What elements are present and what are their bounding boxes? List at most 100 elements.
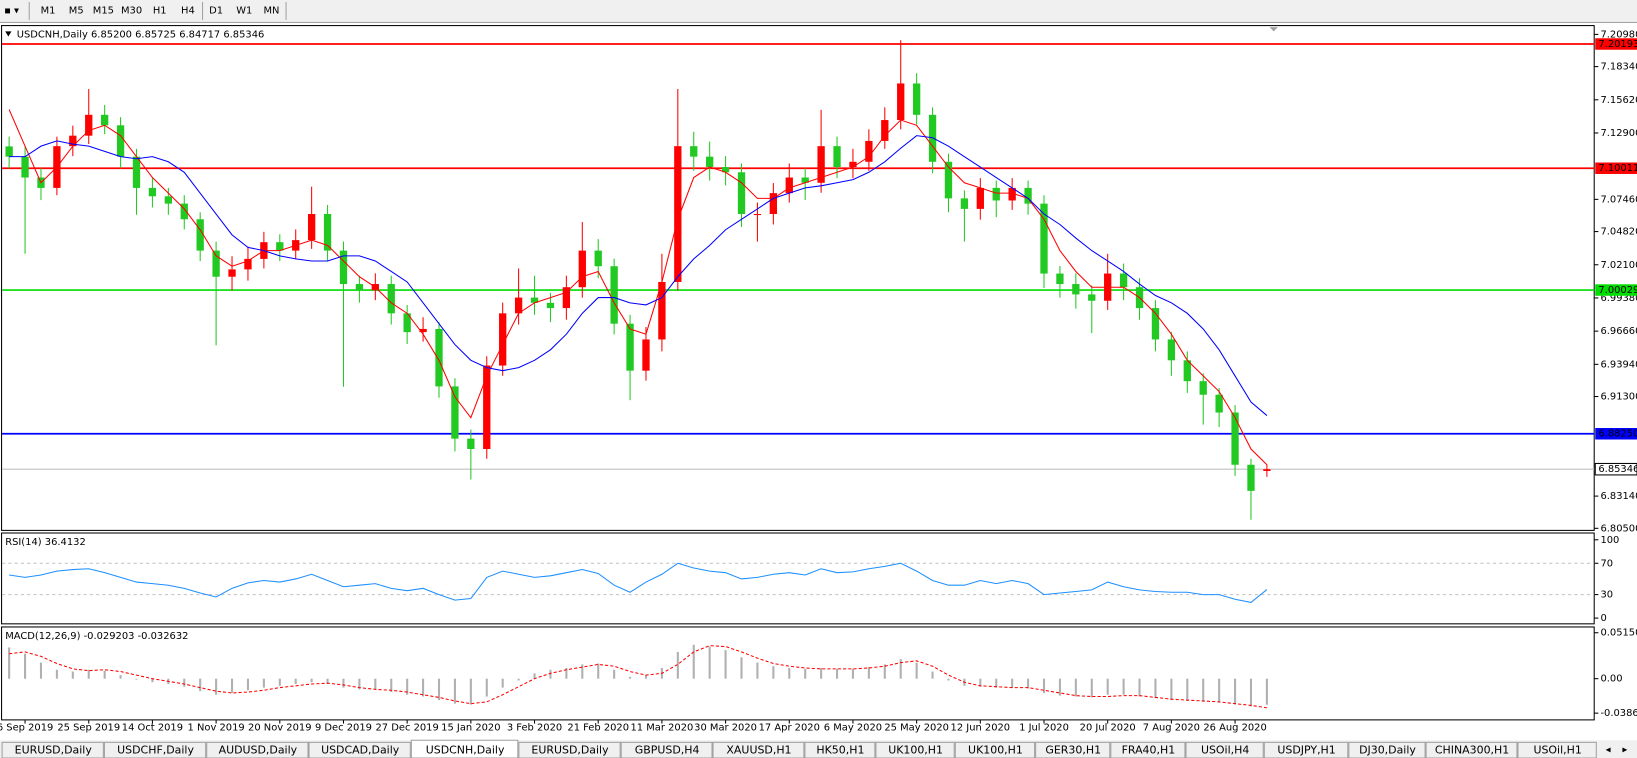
tab-label[interactable]: XAUUSD,H1: [726, 744, 791, 757]
tab-label[interactable]: USDJPY,H1: [1277, 744, 1335, 757]
symbol-menu-arrow[interactable]: [5, 31, 12, 37]
macd-histogram-bar: [1202, 678, 1205, 702]
candle-body: [737, 172, 746, 215]
macd-histogram-bar: [374, 678, 377, 690]
timeframe-button[interactable]: M15: [93, 5, 114, 16]
tab-label[interactable]: USDCAD,Daily: [321, 744, 400, 757]
tab[interactable]: [875, 741, 955, 758]
tab[interactable]: [103, 741, 207, 758]
macd-histogram-bar: [342, 678, 345, 688]
macd-histogram-bar: [867, 667, 870, 679]
tab[interactable]: [1517, 741, 1597, 758]
y-tick-label: 7.12900: [1600, 128, 1637, 139]
tab-label[interactable]: USDCNH,Daily: [426, 744, 505, 757]
macd-histogram-bar: [629, 676, 632, 679]
candle-body: [132, 156, 141, 188]
candle-body: [785, 177, 793, 194]
timeframe-button[interactable]: H1: [153, 5, 167, 16]
tab-label[interactable]: UK100,H1: [888, 744, 943, 757]
macd-histogram-bar: [947, 678, 950, 681]
macd-histogram-bar: [1106, 678, 1109, 695]
candle-body: [562, 287, 571, 309]
x-tick-label: 6 May 2020: [824, 723, 882, 734]
x-tick-label: 7 Aug 2020: [1143, 723, 1200, 734]
chart-shift-marker: [1269, 27, 1278, 32]
macd-histogram-bar: [453, 678, 456, 704]
candle-body: [706, 156, 714, 168]
y-tick-label: 6.80500: [1600, 523, 1637, 534]
macd-histogram-bar: [310, 678, 313, 683]
candle-body: [976, 187, 984, 209]
tab[interactable]: [1425, 741, 1518, 758]
tab-label[interactable]: DJ30,Daily: [1359, 744, 1416, 757]
tab[interactable]: [1263, 741, 1349, 758]
macd-histogram-bar: [1011, 678, 1014, 688]
indicator-line: [9, 562, 1268, 603]
candle-body: [753, 214, 762, 216]
candle-body: [1215, 394, 1223, 413]
tab-label[interactable]: GER30,H1: [1045, 744, 1101, 757]
macd-histogram-bar: [119, 675, 122, 679]
tab[interactable]: [804, 741, 876, 758]
tab-label[interactable]: USOil,H1: [1533, 744, 1581, 757]
timeframe-button[interactable]: D1: [209, 5, 223, 16]
tab-label[interactable]: EURUSD,Daily: [531, 744, 609, 757]
tab[interactable]: [1, 741, 104, 758]
macd-histogram-bar: [549, 669, 552, 679]
candle-body: [1072, 284, 1080, 295]
timeframe-button[interactable]: M30: [121, 5, 142, 16]
timeframe-button[interactable]: M5: [69, 5, 84, 16]
x-tick-label: 3 Feb 2020: [507, 723, 562, 734]
candle-body: [801, 177, 809, 183]
tab-label[interactable]: EURUSD,Daily: [15, 744, 93, 757]
macd-histogram-bar: [230, 678, 234, 693]
tab-label[interactable]: USDCHF,Daily: [117, 744, 194, 757]
tab[interactable]: [206, 741, 309, 758]
tab-label[interactable]: USOil,H4: [1201, 744, 1249, 757]
timeframe-button[interactable]: MN: [263, 5, 279, 16]
toolbar-menu-icon[interactable]: ▪ ▾: [4, 5, 19, 16]
macd-histogram-bar: [326, 678, 329, 685]
macd-histogram-bar: [135, 678, 138, 680]
indicator-title: MACD(12,26,9) -0.029203 -0.032632: [5, 631, 188, 642]
tab-scroll-right[interactable]: ▸: [1622, 745, 1627, 756]
candle-body: [212, 250, 220, 277]
candle-body: [1151, 308, 1160, 340]
tab[interactable]: [1348, 741, 1426, 758]
timeframe-button[interactable]: W1: [236, 5, 252, 16]
tab-label[interactable]: HK50,H1: [816, 744, 864, 757]
tab-label[interactable]: AUDUSD,Daily: [219, 744, 298, 757]
candle-body: [610, 266, 618, 324]
tab[interactable]: [712, 741, 805, 758]
macd-histogram-bar: [1265, 678, 1268, 705]
tab-scroll-left[interactable]: ◂: [1606, 745, 1611, 756]
tab[interactable]: [518, 741, 621, 758]
timeframe-button[interactable]: H4: [181, 5, 195, 16]
y-tick-label: 6.99380: [1600, 293, 1637, 304]
tab[interactable]: [954, 741, 1036, 758]
tab[interactable]: [410, 739, 519, 758]
tab-label[interactable]: GBPUSD,H4: [635, 744, 700, 757]
tab-label[interactable]: CHINA300,H1: [1435, 744, 1509, 757]
timeframe-button[interactable]: M1: [41, 5, 56, 16]
y-tick-label: 6.91300: [1600, 392, 1637, 403]
level-price-box: [1595, 284, 1637, 296]
level-price-box: [1595, 428, 1637, 440]
macd-histogram-bar: [756, 662, 759, 679]
candle-body: [1056, 273, 1064, 285]
tab[interactable]: [1185, 741, 1264, 758]
tab-label[interactable]: UK100,H1: [968, 744, 1023, 757]
tab[interactable]: [620, 741, 713, 758]
y-tick-label: 0: [1600, 613, 1606, 624]
tab[interactable]: [1035, 741, 1111, 758]
candle-body: [849, 161, 857, 168]
macd-histogram-bar: [804, 668, 807, 679]
x-tick-label: 15 Jan 2020: [441, 723, 500, 734]
tab[interactable]: [1110, 741, 1186, 758]
x-tick-label: 30 Mar 2020: [694, 723, 757, 734]
candle-body: [403, 313, 411, 333]
macd-histogram-bar: [692, 644, 695, 679]
x-tick-label: 20 Jul 2020: [1080, 723, 1136, 734]
tab-label[interactable]: FRA40,H1: [1122, 744, 1176, 757]
tab[interactable]: [308, 741, 411, 758]
